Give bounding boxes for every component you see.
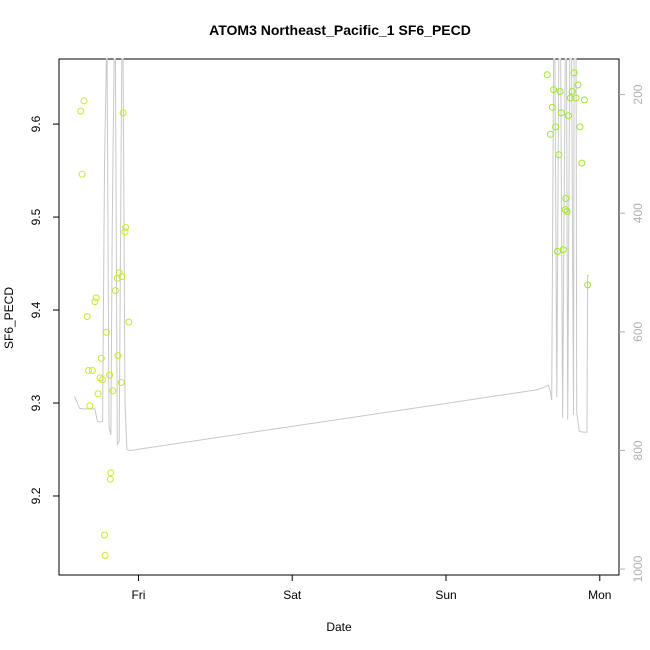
data-point xyxy=(555,151,563,159)
data-point xyxy=(86,402,94,410)
y-axis-label: SF6_PECD xyxy=(2,287,16,349)
data-point xyxy=(576,123,584,131)
data-point xyxy=(91,298,99,306)
data-point xyxy=(568,88,576,95)
y-tick-label: 9.6 xyxy=(29,115,43,132)
data-point xyxy=(578,159,586,167)
data-point xyxy=(83,313,91,320)
y-tick-label: 9.5 xyxy=(29,208,43,225)
data-point xyxy=(559,246,567,254)
data-point xyxy=(564,112,572,120)
data-point xyxy=(111,287,119,294)
chart-title: ATOM3 Northeast_Pacific_1 SF6_PECD xyxy=(209,22,471,38)
y-right-tick-label: 1000 xyxy=(631,555,645,582)
data-point xyxy=(92,294,100,302)
data-point xyxy=(122,223,130,231)
y-right-tick-label: 200 xyxy=(631,84,645,104)
y-axis-right: 200 400 600 800 1000 xyxy=(619,84,645,582)
data-point xyxy=(556,88,564,95)
data-point xyxy=(97,354,105,362)
data-point xyxy=(80,97,88,105)
data-point xyxy=(114,352,122,360)
y-right-tick-label: 400 xyxy=(631,203,645,223)
data-point xyxy=(88,367,96,374)
y-right-tick-label: 600 xyxy=(631,321,645,341)
data-point xyxy=(550,86,558,94)
data-point xyxy=(106,475,114,483)
data-point xyxy=(563,208,571,215)
x-tick-label: Fri xyxy=(131,588,145,602)
x-tick-label: Mon xyxy=(588,588,611,602)
data-point xyxy=(117,379,125,386)
data-point xyxy=(572,94,580,102)
x-axis: Fri Sat Sun Mon xyxy=(131,575,611,602)
data-point xyxy=(125,318,133,326)
data-point xyxy=(107,469,115,477)
line-layer xyxy=(73,58,589,451)
data-point xyxy=(121,228,129,236)
data-point xyxy=(119,109,127,117)
data-point xyxy=(584,281,592,289)
x-axis-label: Date xyxy=(326,620,352,634)
data-point xyxy=(574,81,582,89)
y-axis: 9.2 9.3 9.4 9.5 9.6 xyxy=(29,115,59,504)
data-point xyxy=(101,552,109,559)
data-point xyxy=(102,328,110,336)
data-point xyxy=(543,71,551,79)
plot-frame xyxy=(58,58,620,576)
data-point xyxy=(78,170,86,178)
data-point xyxy=(85,367,92,374)
data-point xyxy=(118,273,126,281)
y-tick-label: 9.3 xyxy=(29,394,43,411)
data-point xyxy=(101,531,108,539)
data-point xyxy=(106,371,114,379)
data-point xyxy=(580,96,588,104)
x-tick-label: Sun xyxy=(435,588,456,602)
data-point xyxy=(566,94,574,102)
data-point xyxy=(561,206,569,214)
data-point xyxy=(77,107,85,115)
data-point xyxy=(552,123,560,131)
data-point xyxy=(94,390,102,398)
data-point xyxy=(548,103,556,111)
data-point xyxy=(557,109,565,117)
y-tick-label: 9.4 xyxy=(29,301,43,318)
data-point xyxy=(546,130,554,138)
y-tick-label: 9.2 xyxy=(29,487,43,504)
point-layer xyxy=(77,69,592,559)
data-point xyxy=(109,387,117,395)
data-point xyxy=(99,376,107,384)
data-point xyxy=(562,195,570,202)
data-point xyxy=(570,69,578,77)
x-tick-label: Sat xyxy=(283,588,302,602)
y-right-tick-label: 800 xyxy=(631,440,645,460)
series-line xyxy=(73,58,589,451)
